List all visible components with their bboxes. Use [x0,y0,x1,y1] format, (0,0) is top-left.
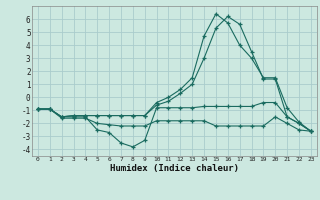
X-axis label: Humidex (Indice chaleur): Humidex (Indice chaleur) [110,164,239,173]
